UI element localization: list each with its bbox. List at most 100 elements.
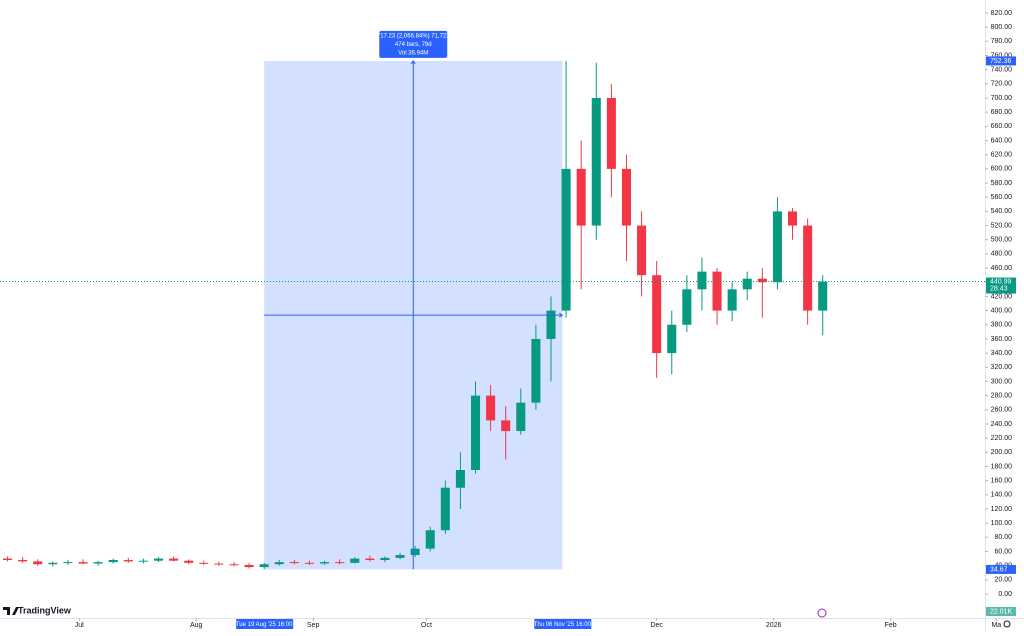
y-tick-label: 80.00 [994,534,1012,541]
candle-body [637,225,647,276]
candle-body [788,211,798,226]
candle-body [93,562,103,564]
candle-body [561,168,571,311]
candle-body [803,225,813,311]
y-tick-label: 320.00 [991,364,1013,371]
candle-body [712,271,722,311]
candle-body [350,558,360,563]
measure-price-label: 752.36 [990,58,1012,65]
y-tick-label: 720.00 [991,81,1013,88]
candle-body [606,98,616,169]
brand-name: TradingView [18,605,72,615]
countdown: 28:43 [990,285,1008,292]
candle-body [274,562,284,565]
candle-body [48,562,58,565]
candle-body [772,211,782,283]
y-tick-label: 820.00 [991,10,1013,17]
candle-body [320,562,330,564]
candle-body [410,548,420,556]
x-tick-label: Sep [307,622,320,629]
y-tick-label: 140.00 [991,492,1013,499]
settings-icon[interactable] [1003,620,1011,628]
candle-body [138,560,148,562]
candle-body [395,555,405,558]
candle-body [818,281,828,311]
candle-body [757,278,767,283]
candle-body [455,470,465,488]
measure-price-box [986,56,1016,66]
overlay: 717.23 (2,066.84%) 71,723 474 bars, 79d Vo… [0,30,1016,629]
measure-tooltip [379,30,448,58]
y-tick-label: 420.00 [991,293,1013,300]
y-tick-label: 760.00 [991,52,1013,59]
candle-body [78,562,88,564]
measure-date-box [534,619,592,629]
candle-body [531,338,541,403]
y-tick-label: 640.00 [991,137,1013,144]
candle-body [169,558,179,561]
x-tick-label: Oct [421,622,432,629]
y-tick-label: 780.00 [991,38,1013,45]
y-tick-label: 280.00 [991,392,1013,399]
candle-body [33,561,43,565]
y-tick-label: 560.00 [991,194,1013,201]
y-tick-label: 260.00 [991,407,1013,414]
events-icon[interactable] [817,608,827,618]
candle-body [742,278,752,290]
x-tick-label: Ma [991,622,1001,629]
y-tick-label: 20.00 [994,577,1012,584]
candle-body [304,562,314,564]
y-tick-label: 580.00 [991,180,1013,187]
candle-body [335,562,345,564]
candle-body [440,487,450,531]
candle-body [63,562,73,564]
x-tick-label: Jul [75,622,84,629]
x-tick-label: Feb [885,622,897,629]
candle-body [214,563,224,565]
candle-body [727,289,737,311]
y-tick-label: 660.00 [991,123,1013,130]
candle-body [621,168,632,226]
y-tick-label: 480.00 [991,251,1013,258]
y-tick-label: 240.00 [991,421,1013,428]
candle-body [425,530,435,549]
current-price-label: 440.99 [990,278,1012,285]
brand-logo: TradingView [3,605,72,615]
y-tick-label: 600.00 [991,166,1013,173]
x-tick-label: 2026 [766,622,782,629]
candle-body [3,558,13,560]
y-tick-label: 160.00 [991,477,1013,484]
y-tick-label: 340.00 [991,350,1013,357]
candle-body [289,562,299,564]
candle-body [153,558,164,561]
candle-body [682,289,692,325]
y-tick-label: 100.00 [991,520,1013,527]
candle-body [697,271,707,290]
y-tick-label: 800.00 [991,24,1013,31]
candle-body [501,420,511,432]
candle-body [516,402,526,432]
candle-body [380,557,390,560]
candle-body [365,558,375,560]
measure-tooltip-text: 474 bars, 79d [395,42,432,48]
candle-body [591,98,601,226]
current-price-box [986,277,1016,294]
y-tick-label: 400.00 [991,307,1013,314]
y-tick-label: 180.00 [991,463,1013,470]
candle-body [470,395,481,471]
x-tick-label: Dec [650,622,663,629]
y-tick-label: 380.00 [991,322,1013,329]
candle-body [244,564,254,568]
volume-box [986,607,1016,616]
candle-body [108,559,118,563]
y-tick-label: 740.00 [991,67,1013,74]
measure-price-label: 34.67 [990,566,1008,573]
y-tick-label: 200.00 [991,449,1013,456]
candle-body [576,168,586,226]
y-tick-label: 120.00 [991,506,1013,513]
measure-arrow [559,312,564,318]
measure-date-label: Thu 06 Nov '25 16:00 [534,622,592,628]
y-tick-label: 460.00 [991,265,1013,272]
measure-price-box [986,564,1016,574]
